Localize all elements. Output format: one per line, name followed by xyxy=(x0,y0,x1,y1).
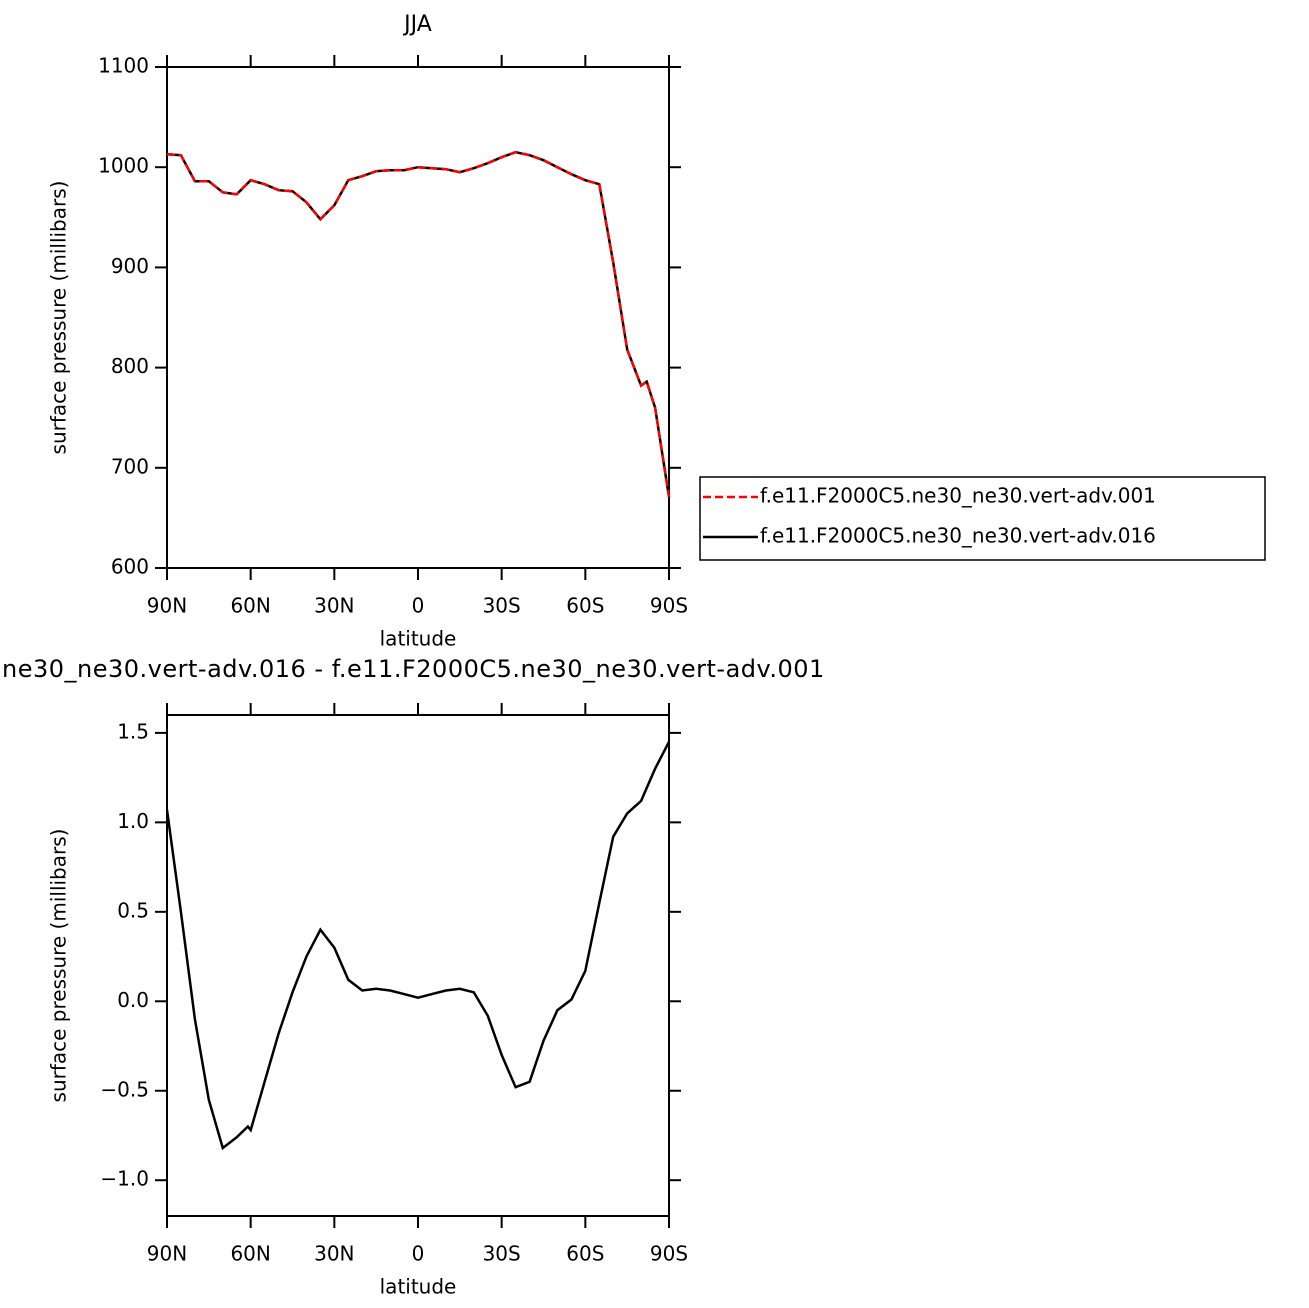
x-tick-label: 90S xyxy=(650,1242,688,1266)
chart-title: JJA xyxy=(402,12,432,37)
x-tick-label: 0 xyxy=(412,594,425,618)
data-line xyxy=(166,150,671,498)
legend-label: f.e11.F2000C5.ne30_ne30.vert-adv.016 xyxy=(760,524,1156,548)
x-tick-label: 0 xyxy=(412,1242,425,1266)
x-tick-label: 60S xyxy=(566,594,604,618)
y-tick-label: 1000 xyxy=(98,154,149,178)
y-axis-label: surface pressure (millibars) xyxy=(47,181,71,455)
data-line xyxy=(165,741,671,1151)
x-tick-label: 90S xyxy=(650,594,688,618)
y-tick-label: −0.5 xyxy=(100,1077,149,1101)
x-tick-label: 90N xyxy=(147,1242,187,1266)
legend-label: f.e11.F2000C5.ne30_ne30.vert-adv.001 xyxy=(760,484,1156,508)
plot-frame xyxy=(166,66,670,569)
legend-box xyxy=(699,476,1266,561)
y-tick-label: 900 xyxy=(111,254,149,278)
x-axis-label: latitude xyxy=(380,627,457,651)
y-tick-label: 600 xyxy=(111,555,149,579)
y-tick-label: −1.0 xyxy=(100,1167,149,1191)
chart-title: ne30_ne30.vert-adv.016 - f.e11.F2000C5.n… xyxy=(2,655,825,683)
y-tick-label: 700 xyxy=(111,454,149,478)
y-axis-label: surface pressure (millibars) xyxy=(47,829,71,1103)
y-tick-label: 1.0 xyxy=(117,809,149,833)
y-tick-label: 0.5 xyxy=(117,898,149,922)
y-tick-label: 1100 xyxy=(98,54,149,78)
x-axis-label: latitude xyxy=(380,1275,457,1299)
x-tick-label: 30S xyxy=(483,1242,521,1266)
y-tick-label: 1.5 xyxy=(117,719,149,743)
x-tick-label: 60N xyxy=(230,1242,270,1266)
x-tick-label: 90N xyxy=(147,594,187,618)
y-tick-label: 0.0 xyxy=(117,988,149,1012)
plot-frame xyxy=(166,714,670,1217)
data-line xyxy=(166,150,671,498)
x-tick-label: 60S xyxy=(566,1242,604,1266)
x-tick-label: 60N xyxy=(230,594,270,618)
x-tick-label: 30N xyxy=(314,594,354,618)
y-tick-label: 800 xyxy=(111,354,149,378)
x-tick-label: 30S xyxy=(483,594,521,618)
x-tick-label: 30N xyxy=(314,1242,354,1266)
